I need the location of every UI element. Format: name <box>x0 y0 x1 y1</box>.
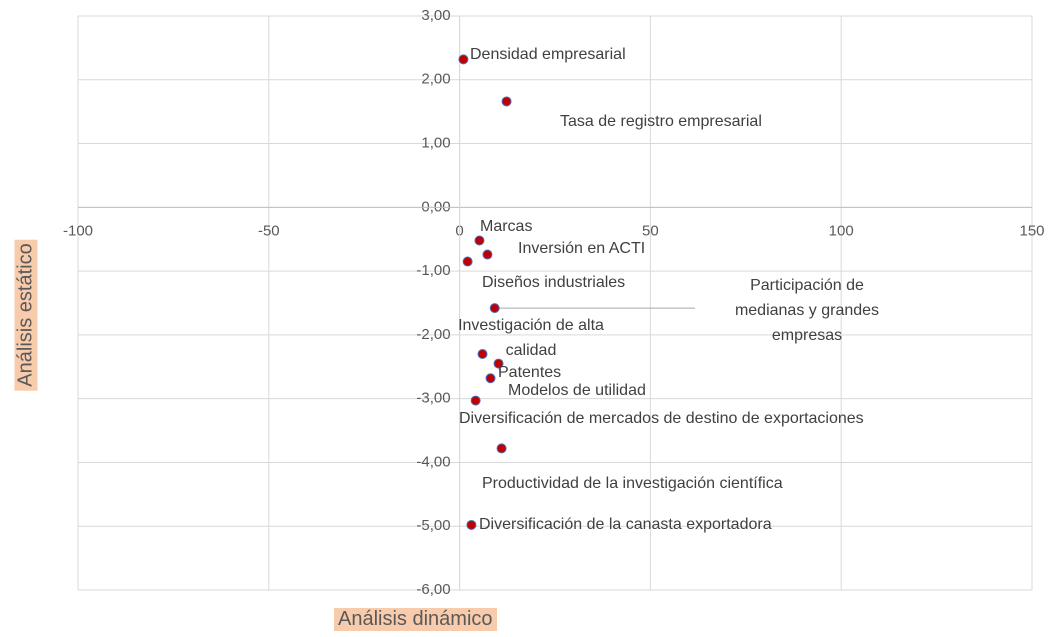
y-tick-label: 3,00 <box>421 7 450 24</box>
point <box>458 54 469 65</box>
x-tick-label: -50 <box>258 222 280 239</box>
point-label: Modelos de utilidad <box>508 382 646 399</box>
point <box>477 349 488 360</box>
point-label: Marcas <box>480 218 533 235</box>
point-label: Tasa de registro empresarial <box>560 113 762 130</box>
point-label: Participación de medianas y grandes empr… <box>734 277 880 344</box>
x-tick-label: 50 <box>642 222 659 239</box>
point-label: Investigación de alta calidad <box>458 317 604 359</box>
y-tick-label: -2,00 <box>416 326 450 343</box>
y-tick-label: 0,00 <box>421 198 450 215</box>
y-tick-label: -3,00 <box>416 390 450 407</box>
y-tick-label: -6,00 <box>416 581 450 598</box>
point <box>466 519 477 530</box>
x-axis-title: Análisis dinámico <box>334 608 497 631</box>
point <box>462 256 473 267</box>
y-axis-title: Análisis estático <box>14 239 38 391</box>
y-tick-label: -5,00 <box>416 517 450 534</box>
point <box>496 443 507 454</box>
y-tick-label: 1,00 <box>421 135 450 152</box>
point <box>485 373 496 384</box>
x-tick-label: 100 <box>829 222 854 239</box>
point <box>482 249 493 260</box>
y-tick-label: 2,00 <box>421 71 450 88</box>
x-tick-label: -100 <box>63 222 93 239</box>
point-label: Productividad de la investigación cientí… <box>482 475 783 492</box>
x-tick-label: 150 <box>1019 222 1044 239</box>
point <box>474 235 485 246</box>
point <box>470 395 481 406</box>
point <box>489 303 500 314</box>
point-label: Densidad empresarial <box>470 46 626 63</box>
y-tick-label: -4,00 <box>416 453 450 470</box>
point <box>493 358 504 369</box>
point-label: Inversión en ACTI <box>518 240 646 257</box>
point-label: Diversificación de mercados de destino d… <box>459 410 864 427</box>
point-label: Diversificación de la canasta exportador… <box>479 516 772 533</box>
point-label: Patentes <box>498 364 562 381</box>
point-label: Diseños industriales <box>482 274 626 291</box>
y-tick-label: -1,00 <box>416 262 450 279</box>
point <box>501 96 512 107</box>
